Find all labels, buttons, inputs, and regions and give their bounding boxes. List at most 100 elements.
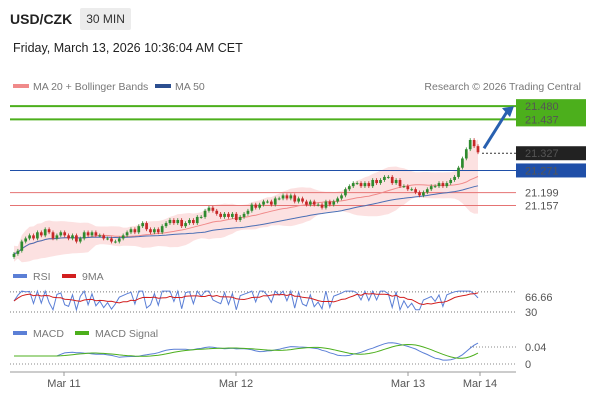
candle	[336, 198, 339, 202]
bollinger-band	[14, 139, 478, 263]
macd-signal-legend-label: MACD Signal	[95, 328, 158, 340]
candle	[285, 195, 289, 199]
candle	[289, 195, 293, 199]
candle	[133, 229, 137, 233]
candle	[199, 216, 203, 218]
candle	[47, 229, 51, 233]
candle	[324, 201, 328, 208]
macd-legend-swatch	[13, 331, 27, 335]
candle	[410, 189, 414, 191]
ma50-line	[13, 185, 479, 255]
candle	[28, 235, 31, 239]
candle	[145, 223, 148, 230]
candle	[394, 180, 398, 184]
candle	[137, 226, 141, 233]
candle	[468, 140, 472, 150]
candle	[219, 213, 223, 217]
candle	[359, 183, 363, 187]
candle	[188, 220, 191, 224]
header: USD/CZK 30 MIN	[10, 7, 131, 31]
level-label-resistance: 21.437	[525, 114, 559, 126]
candle	[203, 210, 207, 217]
ma50-legend-label: MA 50	[175, 81, 205, 93]
candle	[464, 149, 468, 159]
rsi-panel	[10, 289, 516, 313]
candle	[476, 146, 480, 153]
candle	[453, 176, 456, 180]
candle	[39, 232, 43, 236]
candle	[386, 176, 390, 178]
candle	[153, 229, 156, 233]
candle	[425, 189, 429, 193]
candle	[371, 180, 375, 187]
candle	[472, 140, 476, 147]
level-label-pivot: 21.271	[525, 165, 559, 177]
candle	[320, 204, 324, 208]
candle	[32, 235, 35, 239]
timestamp: Friday, March 13, 2026 10:36:04 AM CET	[13, 41, 243, 55]
candle	[102, 235, 106, 239]
candle	[168, 220, 172, 224]
candle	[351, 183, 355, 187]
macd-level-zero: 0	[525, 359, 531, 371]
candle	[254, 204, 258, 208]
candle	[36, 232, 39, 239]
level-label-last: 21.327	[525, 148, 559, 160]
rsi-ma-legend-swatch	[62, 274, 76, 278]
resistance-tag	[516, 99, 586, 114]
candle	[316, 204, 320, 206]
level-label-support: 21.199	[525, 188, 559, 200]
candle	[433, 186, 437, 188]
candle	[125, 232, 129, 236]
rsi-ma-legend-label: 9MA	[82, 271, 104, 283]
candle	[375, 180, 378, 184]
candle	[164, 223, 168, 227]
candle	[445, 183, 449, 187]
level-label-support: 21.157	[525, 201, 559, 213]
candle	[406, 186, 410, 190]
candle	[379, 180, 382, 184]
macd-panel	[10, 342, 516, 365]
level-label-resistance: 21.480	[525, 101, 559, 113]
candle	[129, 229, 133, 233]
candle	[305, 201, 308, 205]
candle	[195, 216, 199, 224]
candle	[82, 232, 86, 239]
candle	[94, 232, 98, 236]
timeframe-badge[interactable]: 30 MIN	[80, 8, 131, 30]
candle	[281, 195, 285, 199]
candle	[273, 198, 277, 205]
x-tick-label: Mar 13	[391, 378, 425, 390]
candle	[340, 195, 343, 199]
candle	[59, 232, 63, 236]
rsi-ma-line	[13, 292, 479, 306]
candle	[390, 176, 394, 184]
candle	[402, 186, 406, 188]
macd-legend-label: MACD	[33, 328, 64, 340]
candle	[367, 183, 371, 187]
candle	[67, 235, 70, 239]
resistance-tag	[516, 112, 586, 127]
candle	[344, 189, 347, 196]
candle	[363, 183, 367, 187]
candle	[230, 213, 234, 217]
candle	[16, 250, 20, 254]
candle	[312, 201, 316, 205]
candle	[355, 183, 359, 185]
candle	[418, 192, 421, 196]
candle	[250, 204, 254, 211]
candle	[398, 180, 402, 187]
candle	[121, 235, 125, 239]
rsi-level-30: 30	[525, 307, 537, 319]
candle	[301, 198, 304, 202]
candle	[172, 220, 176, 224]
candle	[414, 189, 417, 193]
last-price-tag	[516, 146, 586, 161]
candle	[43, 229, 47, 236]
pivot-tag	[516, 163, 586, 178]
x-tick-label: Mar 11	[47, 378, 80, 390]
candle	[211, 207, 215, 211]
candle	[141, 223, 145, 227]
